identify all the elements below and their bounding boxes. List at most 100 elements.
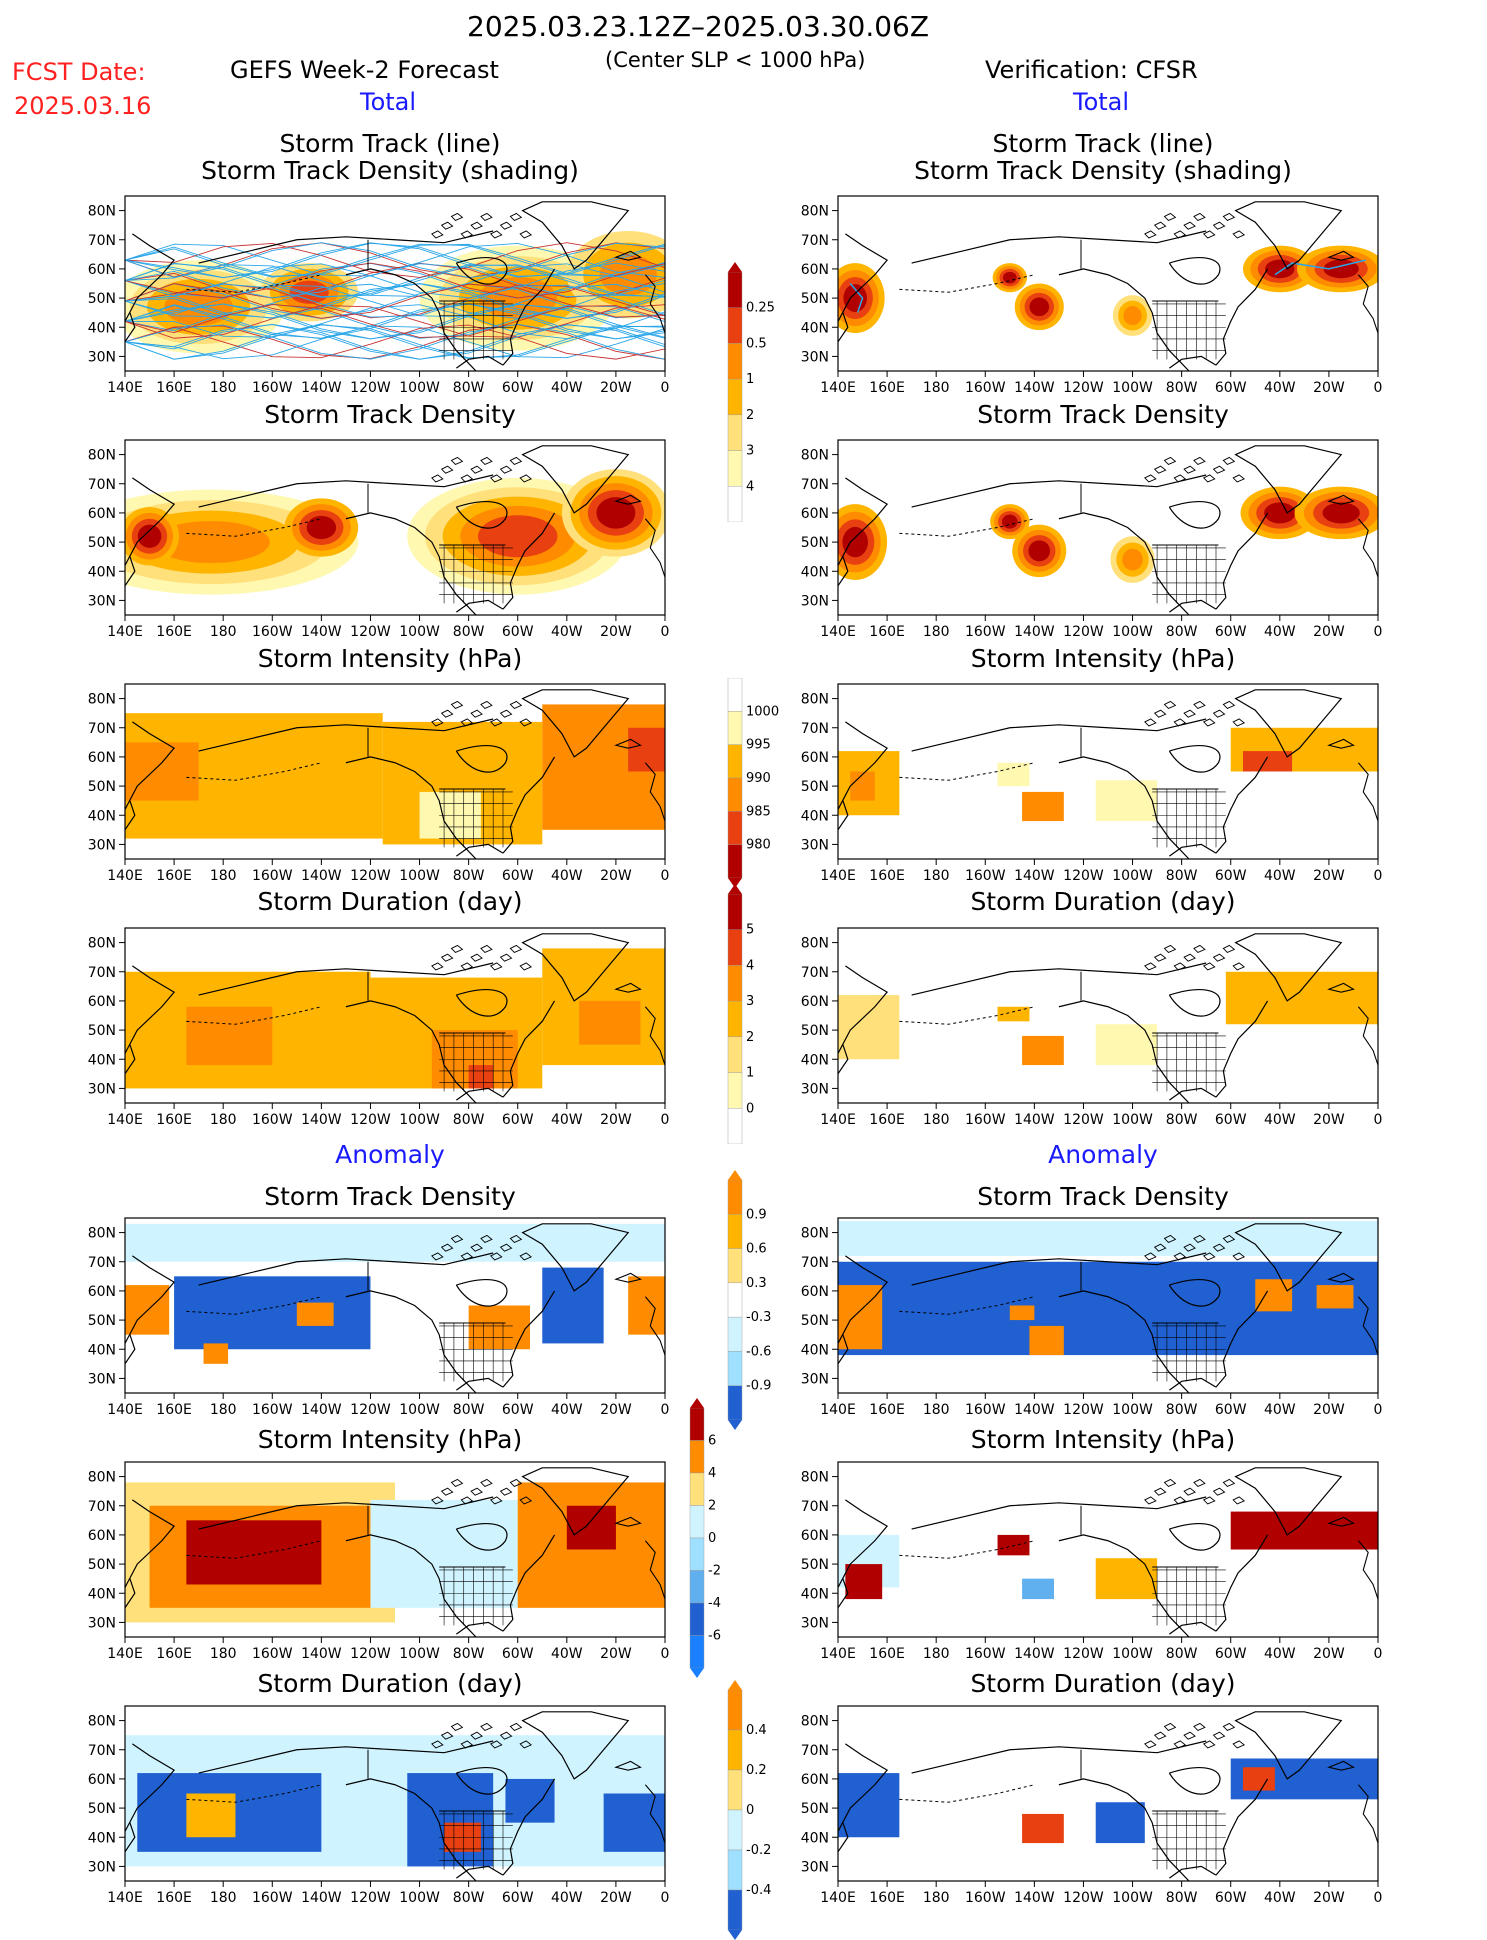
coastline-gulf	[456, 599, 504, 613]
title-l3: Storm Intensity (hPa)	[257, 644, 523, 673]
colorbar-label: 995	[746, 738, 771, 753]
title-r2: Storm Track Density	[977, 400, 1229, 429]
lon-tick-label: 20W	[600, 1402, 632, 1418]
arctic-island	[470, 1487, 483, 1496]
lon-tick-label: 20W	[600, 1890, 632, 1906]
arctic-island	[1202, 1496, 1216, 1505]
lon-tick-label: 140W	[301, 1112, 342, 1128]
arctic-island	[1193, 700, 1206, 709]
lon-tick-label: 60W	[1215, 868, 1247, 884]
lat-tick-label: 40N	[801, 1586, 829, 1602]
arctic-island	[519, 962, 533, 971]
arctic-island	[1222, 700, 1236, 709]
lon-tick-label: 160W	[252, 624, 293, 640]
arctic-island	[509, 456, 523, 465]
lon-tick-label: 140E	[820, 1402, 856, 1418]
colorbar-intensity: 1000 995 990 985 980	[727, 668, 779, 888]
arctic-island	[509, 944, 523, 953]
title-l6: Storm Intensity (hPa)	[257, 1425, 523, 1454]
lat-tick-label: 80N	[801, 448, 829, 464]
coastline-arctic	[198, 1252, 494, 1286]
coastline-japan	[125, 556, 136, 587]
arctic-island	[480, 1478, 493, 1487]
lon-tick-label: 60W	[1215, 1402, 1247, 1418]
storm-track-line	[125, 304, 665, 340]
lon-tick-label: 140E	[820, 868, 856, 884]
lat-tick-label: 60N	[88, 1772, 116, 1788]
arctic-island	[519, 474, 533, 483]
coastline-asia	[125, 721, 176, 810]
lon-tick-label: 20W	[600, 380, 632, 396]
storm-track-line	[125, 242, 665, 278]
arctic-island	[499, 1487, 513, 1496]
anomaly-cell	[1022, 1578, 1054, 1600]
arctic-island	[489, 1740, 503, 1749]
lon-tick-label: 80W	[453, 380, 485, 396]
lon-tick-label: 100W	[399, 624, 440, 640]
arctic-island	[1183, 1731, 1196, 1740]
colorbar-label: 980	[746, 838, 771, 853]
storm-track-line	[125, 304, 665, 338]
arctic-island	[480, 944, 493, 953]
coastline-europe	[1357, 1540, 1378, 1600]
coastline-aleutians	[186, 518, 322, 537]
arctic-island	[480, 700, 493, 709]
lat-tick-label: 70N	[801, 1255, 829, 1271]
coastline-iceland	[614, 982, 642, 993]
colorbar-label: 3	[746, 444, 754, 459]
arctic-island	[460, 1252, 474, 1261]
colorbar-label: 0.9	[746, 1207, 767, 1222]
lat-tick-label: 30N	[801, 1615, 829, 1631]
lon-tick-label: 160E	[156, 1112, 192, 1128]
colorbar-segment	[727, 1000, 743, 1038]
lon-tick-label: 60W	[1215, 1890, 1247, 1906]
lon-tick-label: 80W	[453, 1112, 485, 1128]
coastline-aleutians	[186, 1006, 322, 1025]
colorbar-segment	[727, 343, 743, 380]
density-shade	[1029, 297, 1050, 317]
colorbar-label: -4	[708, 1596, 721, 1611]
lat-tick-label: 80N	[88, 1714, 116, 1730]
lat-tick-label: 60N	[801, 750, 829, 766]
lon-tick-label: 100W	[399, 380, 440, 396]
arctic-island	[460, 962, 474, 971]
lat-tick-label: 30N	[88, 1371, 116, 1387]
lon-tick-label: 80W	[453, 1890, 485, 1906]
colorbar-segment	[727, 677, 743, 712]
map-panel-l5: 80N 70N 60N 50N 40N 30N 140E 160E 180 160W 140W 120…	[88, 1217, 669, 1418]
plot-area: 80N 70N 60N 50N 40N 30N 140E 160E 180 160W 140W 120…	[801, 1217, 1382, 1418]
anomaly-cell	[838, 1285, 883, 1350]
arctic-island	[519, 718, 533, 727]
coastline-japan	[125, 1578, 136, 1609]
colorbar-label: 2	[746, 408, 754, 423]
arctic-island	[1202, 1740, 1216, 1749]
coastline-iceland	[1327, 1272, 1355, 1283]
lon-tick-label: 40W	[551, 1890, 583, 1906]
coastline-gulf	[1169, 1377, 1217, 1391]
duration-cell	[1095, 1024, 1158, 1066]
arctic-island	[499, 709, 513, 718]
colorbar-label: 2	[746, 1030, 754, 1045]
lon-tick-label: 40W	[1264, 1646, 1296, 1662]
colorbar-segment	[689, 1635, 705, 1669]
lat-tick-label: 80N	[801, 1470, 829, 1486]
lon-tick-label: 40W	[1264, 380, 1296, 396]
coastline-japan	[125, 1334, 136, 1365]
arctic-island	[1222, 944, 1236, 953]
arctic-island	[450, 944, 464, 953]
colorbar-segment	[689, 1440, 705, 1474]
duration-cell	[468, 1065, 494, 1089]
arctic-island	[440, 953, 454, 962]
lat-tick-label: 80N	[801, 692, 829, 708]
coastline-aleutians	[899, 1540, 1035, 1559]
lon-tick-label: 40W	[1264, 868, 1296, 884]
arctic-island	[1144, 718, 1157, 727]
coastline-east	[1215, 1290, 1269, 1388]
lon-tick-label: 80W	[1166, 624, 1198, 640]
plot-frame	[124, 439, 666, 616]
lon-tick-label: 120W	[350, 380, 391, 396]
coastline-hudson	[455, 257, 508, 285]
lon-tick-label: 80W	[453, 624, 485, 640]
coastline-asia	[125, 477, 176, 566]
coastline-west	[1058, 1000, 1190, 1103]
